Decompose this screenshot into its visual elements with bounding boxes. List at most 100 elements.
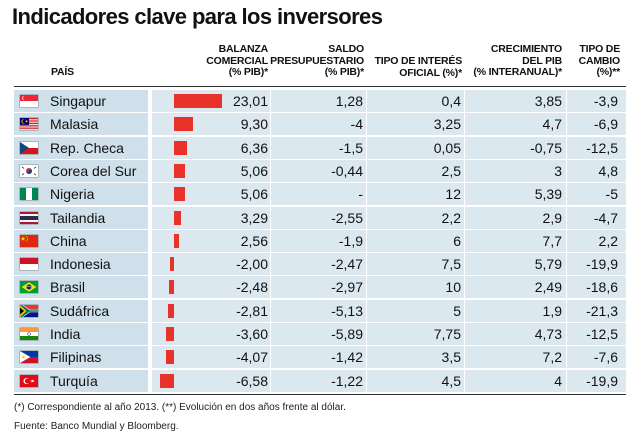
balanza-bar [166, 327, 174, 341]
saldo-value: - [358, 186, 363, 203]
crecimiento-value: 1,9 [542, 302, 562, 319]
balanza-value: -4,07 [236, 349, 268, 366]
table-row: Turquía -6,58 -1,22 4,5 4 -19,9 [14, 369, 626, 393]
tipo-cambio-value: -6,9 [593, 116, 618, 133]
crecimiento-value: -0,75 [530, 139, 562, 156]
country-cell-bg [14, 323, 148, 345]
tipo-interes-value: 7,5 [441, 256, 461, 273]
table-row: Filipinas -4,07 -1,42 3,5 7,2 -7,6 [14, 346, 626, 370]
header-crecimiento: CRECIMIENTO DEL PIB (% INTERANUAL)* [473, 43, 562, 78]
balanza-value: 6,36 [240, 139, 268, 156]
country-name: Nigeria [50, 186, 95, 203]
country-name: Tailandia [50, 209, 106, 226]
table-row: Malasia 9,30 -4 3,25 4,7 -6,9 [14, 113, 626, 137]
balanza-bar [165, 350, 174, 365]
country-name: Turquía [50, 372, 98, 389]
saldo-value: -2,97 [331, 279, 363, 296]
tipo-interes-value: 2,5 [441, 162, 461, 179]
saldo-value: -5,89 [331, 326, 363, 342]
balanza-value: -6,58 [236, 372, 268, 389]
tipo-interes-value: 2,2 [441, 209, 461, 226]
balanza-bar [174, 163, 185, 178]
tipo-interes-value: 5 [453, 302, 461, 319]
tipo-cambio-value: -12,5 [586, 326, 618, 342]
tipo-cambio-value: -18,6 [586, 279, 618, 296]
column-separator [566, 89, 567, 392]
balanza-bar [168, 280, 174, 295]
tipo-cambio-value: -21,3 [586, 302, 618, 319]
row-separator [14, 181, 626, 183]
column-separator [270, 89, 271, 392]
india-flag-icon [20, 328, 38, 340]
country-cell-bg [14, 253, 148, 276]
table-row: Corea del Sur 5,06 -0,44 2,5 3 4,8 [14, 159, 626, 183]
table-row: India -3,60 -5,89 7,75 4,73 -12,5 [14, 323, 626, 346]
country-name: India [50, 326, 81, 342]
balanza-value: -2,81 [236, 302, 268, 319]
south-africa-flag-icon [20, 304, 38, 317]
country-cell-bg [14, 206, 148, 229]
saldo-value: -1,9 [338, 232, 363, 249]
czech-flag-icon [20, 141, 38, 154]
row-separator [14, 251, 626, 253]
saldo-value: -2,47 [331, 256, 363, 273]
header-rule [14, 86, 626, 87]
tipo-interes-value: 10 [445, 279, 461, 296]
saldo-value: -2,55 [331, 209, 363, 226]
balanza-bar [174, 140, 188, 155]
crecimiento-value: 7,7 [542, 232, 562, 249]
tipo-cambio-value: -4,7 [593, 209, 618, 226]
country-name: Sudáfrica [50, 302, 110, 319]
south-korea-flag-icon [20, 164, 38, 177]
country-name: Indonesia [50, 256, 111, 273]
row-separator [14, 228, 626, 230]
saldo-value: -0,44 [331, 162, 363, 179]
row-separator [14, 391, 626, 393]
country-name: China [50, 232, 87, 249]
balanza-value: 9,30 [240, 116, 268, 133]
balanza-value: 5,06 [240, 162, 268, 179]
tipo-cambio-value: 2,2 [598, 232, 618, 249]
header-saldo: SALDO PRESUPUESTARIO (% PIB)* [270, 43, 364, 78]
malaysia-flag-icon [20, 118, 38, 131]
tipo-cambio-value: -3,9 [593, 93, 618, 109]
indonesia-flag-icon [20, 258, 38, 271]
country-cell-bg [14, 136, 148, 159]
saldo-value: 1,28 [335, 93, 363, 109]
country-name: Brasil [50, 279, 86, 296]
column-separator [366, 89, 367, 392]
tipo-cambio-value: -12,5 [586, 139, 618, 156]
country-cell-bg [14, 183, 148, 206]
balanza-bar [168, 303, 174, 318]
row-separator [14, 321, 626, 323]
row-separator [14, 205, 626, 207]
country-cell-bg [14, 113, 148, 136]
tipo-interes-value: 12 [445, 186, 461, 203]
balanza-value: -2,00 [236, 256, 268, 273]
balanza-value: 3,29 [240, 209, 268, 226]
tipo-cambio-value: -19,9 [586, 256, 618, 273]
country-cell-bg [14, 90, 148, 112]
page-title: Indicadores clave para los inversores [12, 4, 383, 29]
row-separator [14, 368, 626, 370]
balanza-bar [174, 233, 180, 248]
tipo-interes-value: 0,4 [441, 93, 461, 109]
country-name: Corea del Sur [50, 162, 137, 179]
crecimiento-value: 4,73 [534, 326, 562, 342]
balanza-bar [174, 187, 185, 202]
crecimiento-value: 7,2 [542, 349, 562, 366]
crecimiento-value: 3 [554, 162, 562, 179]
china-flag-icon [20, 234, 38, 247]
country-name: Rep. Checa [50, 139, 124, 156]
table-row: Rep. Checa 6,36 -1,5 0,05 -0,75 -12,5 [14, 136, 626, 160]
balanza-value: 23,01 [232, 93, 268, 109]
tipo-interes-value: 6 [453, 232, 461, 249]
table-row: Brasil -2,48 -2,97 10 2,49 -18,6 [14, 276, 626, 300]
crecimiento-value: 4 [554, 372, 562, 389]
row-separator [14, 275, 626, 277]
header-tipo-interes: TIPO DE INTERÉS OFICIAL (%)* [374, 55, 463, 79]
footer-rule [14, 394, 626, 395]
table-row: China 2,56 -1,9 6 7,7 2,2 [14, 229, 626, 253]
brazil-flag-icon [20, 281, 38, 294]
